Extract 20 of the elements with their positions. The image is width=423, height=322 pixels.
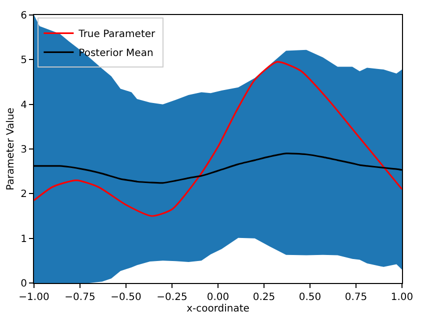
y-tick-label: 5 — [20, 55, 27, 66]
x-tick-label: 1.00 — [390, 292, 414, 303]
x-tick-label: −0.25 — [156, 292, 188, 303]
y-tick-label: 4 — [20, 100, 27, 111]
y-tick-label: 1 — [20, 234, 27, 245]
x-tick-label: 0.50 — [298, 292, 322, 303]
x-tick-label: −0.75 — [64, 292, 96, 303]
x-tick-label: 0.25 — [252, 292, 276, 303]
y-tick-label: 6 — [20, 10, 27, 22]
y-tick-label: 3 — [20, 144, 27, 156]
y-tick-label: 0 — [20, 278, 27, 290]
line-series — [34, 61, 402, 217]
x-tick-label: 0.75 — [344, 292, 368, 303]
legend-label: True Parameter — [78, 29, 156, 40]
y-tick-label: 2 — [20, 189, 27, 200]
y-axis-title: Parameter Value — [6, 108, 17, 190]
x-tick-label: 0.00 — [206, 292, 230, 303]
x-tick-label: −1.00 — [18, 292, 50, 303]
x-axis-title: x-coordinate — [186, 304, 250, 314]
x-tick-label: −0.50 — [110, 292, 142, 303]
